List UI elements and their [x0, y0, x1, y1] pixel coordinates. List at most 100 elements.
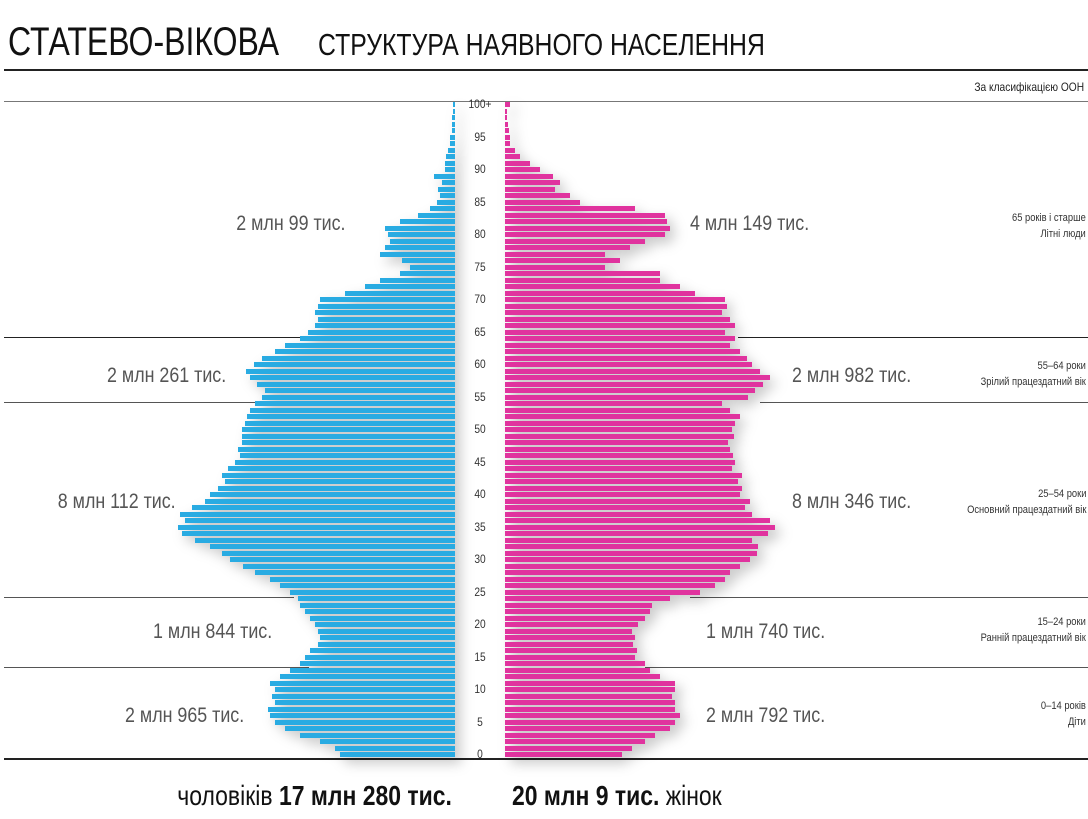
- male-bar: [335, 745, 455, 751]
- female-bar: [505, 550, 757, 556]
- female-bar: [505, 232, 665, 237]
- male-bar: [318, 303, 455, 309]
- female-bar: [505, 238, 645, 244]
- divider-15-right: [645, 667, 1088, 668]
- male-bar: [450, 134, 455, 140]
- female-bar: [505, 628, 632, 634]
- female-bar: [505, 388, 755, 393]
- male-bar: [218, 485, 455, 491]
- male-bar: [275, 700, 455, 705]
- female-bar: [505, 115, 507, 120]
- male-bar: [310, 615, 455, 621]
- male-bar: [340, 752, 455, 757]
- male-bar: [438, 186, 455, 192]
- age-tick-label: 0: [477, 747, 483, 761]
- female-bar: [505, 368, 760, 374]
- group-range: 25–54 роки: [1037, 488, 1086, 500]
- male-bar: [452, 115, 455, 120]
- age-tick-label: 60: [474, 357, 486, 371]
- male-bar: [210, 544, 455, 549]
- female-bar: [505, 303, 727, 309]
- female-bar: [505, 186, 555, 192]
- age-tick-label: 20: [474, 617, 486, 631]
- age-tick-label: 55: [474, 389, 486, 404]
- female-total-elderly: 4 млн 149 тис.: [690, 212, 810, 235]
- male-total-elderly: 2 млн 99 тис.: [236, 212, 346, 235]
- male-bar: [257, 381, 455, 387]
- female-bar: [505, 680, 675, 686]
- female-bar: [505, 531, 768, 536]
- age-tick-label: 25: [474, 584, 486, 599]
- female-bar: [505, 719, 675, 725]
- female-bar: [505, 167, 540, 172]
- male-bar: [246, 368, 455, 374]
- female-bar: [505, 544, 758, 549]
- female-bar: [505, 596, 670, 601]
- female-bar: [505, 251, 605, 257]
- male-bar: [452, 121, 455, 127]
- female-bar: [505, 706, 675, 712]
- female-bar: [505, 440, 728, 445]
- male-bar: [445, 167, 455, 172]
- male-bar: [185, 518, 455, 523]
- group-range: 15–24 роки: [1037, 616, 1086, 628]
- male-bar: [400, 271, 455, 276]
- title-bold: СТАТЕВО-ВІКОВА: [8, 20, 280, 64]
- male-bar: [254, 362, 455, 367]
- female-bar: [505, 264, 605, 270]
- female-bar: [505, 245, 630, 250]
- female-bar: [505, 609, 650, 614]
- female-bar: [505, 622, 638, 627]
- male-bar: [242, 427, 455, 432]
- female-bar: [505, 466, 732, 471]
- group-name: Літні люди: [1040, 228, 1086, 240]
- male-bar: [238, 446, 455, 452]
- group-label-children: 0–14 років Діти: [1041, 698, 1086, 730]
- male-bar: [315, 323, 455, 328]
- male-total-prime: 8 млн 112 тис.: [58, 490, 176, 513]
- age-tick-label: 65: [474, 324, 486, 339]
- male-bar: [318, 641, 455, 647]
- male-bar: [225, 479, 455, 484]
- female-bar: [505, 739, 645, 744]
- female-bar: [505, 635, 635, 640]
- male-bar: [380, 251, 455, 257]
- male-bar: [205, 498, 455, 504]
- age-tick-label: 75: [474, 259, 486, 274]
- male-bar: [275, 349, 455, 354]
- female-bar: [505, 427, 732, 432]
- male-bar: [310, 648, 455, 653]
- age-tick-label: 45: [474, 454, 486, 469]
- group-label-mature: 55–64 роки Зрілий працездатний вік: [981, 358, 1086, 390]
- male-bar: [250, 375, 455, 380]
- male-bar: [315, 622, 455, 627]
- female-bar: [505, 297, 725, 302]
- female-bar: [505, 121, 508, 127]
- female-bar: [505, 258, 620, 263]
- male-bar: [434, 173, 455, 179]
- age-tick-label: 80: [474, 227, 486, 241]
- male-bar: [345, 290, 455, 296]
- male-bar: [222, 550, 455, 556]
- male-bar: [430, 206, 455, 211]
- female-bar: [505, 505, 745, 510]
- male-bar: [262, 394, 455, 400]
- female-bar: [505, 225, 670, 231]
- female-bar: [505, 134, 510, 140]
- male-bar: [380, 277, 455, 283]
- age-tick-label: 40: [474, 487, 486, 501]
- male-bar: [300, 336, 455, 341]
- classification-note: За класифікацією ООН: [974, 80, 1084, 94]
- divider-65-right: [738, 337, 1088, 338]
- female-bar: [505, 147, 515, 153]
- male-bar: [365, 284, 455, 289]
- male-bar: [262, 355, 455, 361]
- male-bar: [385, 245, 455, 250]
- female-bar: [505, 271, 660, 276]
- male-prefix: чоловіків: [177, 780, 273, 811]
- male-bar: [242, 440, 455, 445]
- male-bar: [448, 147, 455, 153]
- female-bar: [505, 394, 748, 400]
- female-bar: [505, 154, 520, 159]
